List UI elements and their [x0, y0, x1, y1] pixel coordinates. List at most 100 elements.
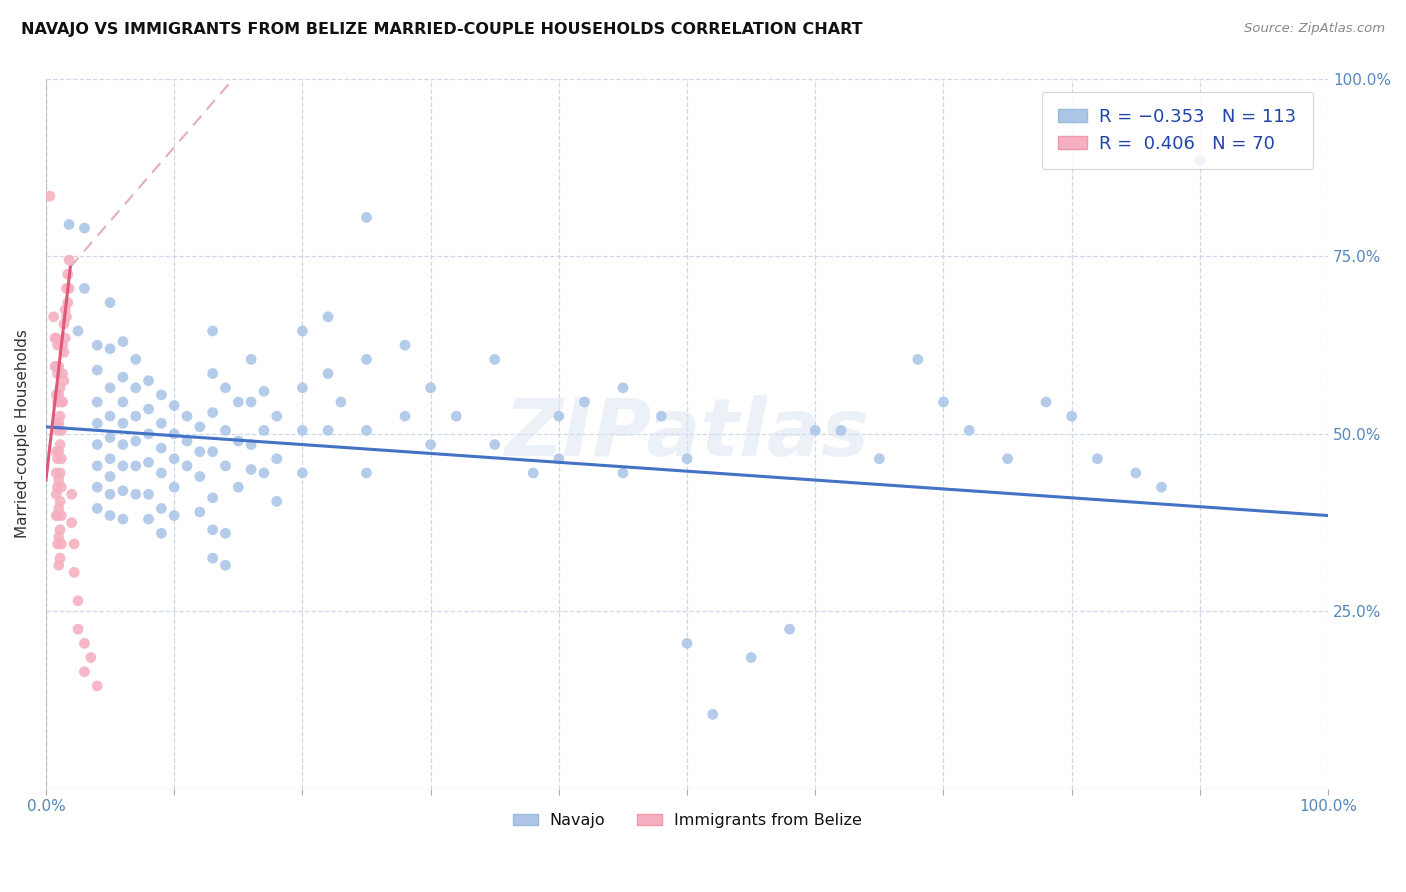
Point: [56, 295, 79, 310]
Point: [266, 494, 288, 508]
Point: [48, 388, 70, 402]
Point: [266, 409, 288, 424]
Point: [86, 338, 108, 352]
Point: [740, 650, 762, 665]
Point: [51, 451, 73, 466]
Point: [226, 395, 249, 409]
Point: [98, 295, 121, 310]
Point: [63, 537, 86, 551]
Point: [44, 331, 66, 345]
Point: [45, 417, 67, 431]
Point: [111, 512, 134, 526]
Point: [53, 331, 76, 345]
Point: [49, 437, 72, 451]
Point: [150, 466, 173, 480]
Point: [45, 487, 67, 501]
Point: [111, 437, 134, 451]
Point: [60, 487, 83, 501]
Point: [1125, 466, 1147, 480]
Point: [394, 409, 416, 424]
Point: [55, 310, 77, 324]
Legend: Navajo, Immigrants from Belize: Navajo, Immigrants from Belize: [506, 806, 868, 834]
Point: [176, 409, 198, 424]
Point: [44, 359, 66, 374]
Point: [52, 338, 75, 352]
Point: [240, 462, 263, 476]
Point: [49, 381, 72, 395]
Point: [188, 420, 211, 434]
Point: [98, 487, 121, 501]
Point: [46, 480, 69, 494]
Point: [48, 417, 70, 431]
Point: [650, 409, 672, 424]
Point: [49, 551, 72, 566]
Point: [55, 281, 77, 295]
Point: [522, 466, 544, 480]
Point: [1060, 409, 1083, 424]
Point: [73, 665, 96, 679]
Point: [60, 516, 83, 530]
Point: [125, 381, 148, 395]
Point: [38, 189, 60, 203]
Point: [150, 417, 173, 431]
Point: [138, 402, 160, 417]
Point: [52, 374, 75, 388]
Point: [150, 441, 173, 455]
Point: [125, 458, 148, 473]
Point: [58, 281, 80, 295]
Point: [48, 558, 70, 573]
Point: [1150, 480, 1173, 494]
Point: [201, 523, 224, 537]
Point: [46, 338, 69, 352]
Point: [1085, 451, 1108, 466]
Point: [125, 352, 148, 367]
Point: [291, 324, 314, 338]
Point: [612, 466, 634, 480]
Point: [138, 426, 160, 441]
Point: [98, 508, 121, 523]
Point: [98, 469, 121, 483]
Point: [291, 466, 314, 480]
Y-axis label: Married-couple Households: Married-couple Households: [15, 329, 30, 539]
Point: [356, 423, 378, 437]
Point: [125, 487, 148, 501]
Point: [214, 558, 236, 573]
Point: [51, 480, 73, 494]
Point: [98, 409, 121, 424]
Point: [214, 381, 236, 395]
Point: [48, 501, 70, 516]
Point: [138, 487, 160, 501]
Point: [58, 218, 80, 232]
Point: [214, 526, 236, 541]
Text: ZIPatlas: ZIPatlas: [505, 395, 869, 473]
Point: [46, 451, 69, 466]
Point: [574, 395, 596, 409]
Point: [86, 437, 108, 451]
Point: [957, 423, 980, 437]
Point: [163, 426, 186, 441]
Point: [188, 444, 211, 458]
Point: [45, 508, 67, 523]
Point: [138, 455, 160, 469]
Point: [80, 650, 103, 665]
Point: [48, 444, 70, 458]
Point: [111, 483, 134, 498]
Point: [86, 679, 108, 693]
Point: [125, 434, 148, 448]
Point: [66, 622, 89, 636]
Point: [73, 636, 96, 650]
Point: [48, 530, 70, 544]
Point: [46, 508, 69, 523]
Point: [266, 451, 288, 466]
Point: [419, 437, 441, 451]
Point: [163, 399, 186, 413]
Point: [226, 434, 249, 448]
Point: [291, 381, 314, 395]
Point: [48, 359, 70, 374]
Point: [804, 423, 827, 437]
Point: [138, 374, 160, 388]
Text: NAVAJO VS IMMIGRANTS FROM BELIZE MARRIED-COUPLE HOUSEHOLDS CORRELATION CHART: NAVAJO VS IMMIGRANTS FROM BELIZE MARRIED…: [21, 22, 863, 37]
Point: [356, 211, 378, 225]
Point: [201, 491, 224, 505]
Point: [356, 466, 378, 480]
